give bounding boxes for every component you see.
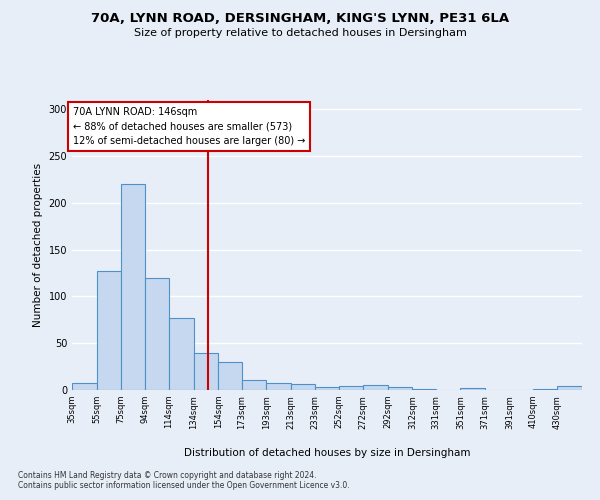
Y-axis label: Number of detached properties: Number of detached properties	[33, 163, 43, 327]
Text: Size of property relative to detached houses in Dersingham: Size of property relative to detached ho…	[134, 28, 466, 38]
Bar	[557, 386, 582, 390]
Text: Contains public sector information licensed under the Open Government Licence v3: Contains public sector information licen…	[18, 481, 350, 490]
Text: 70A LYNN ROAD: 146sqm
← 88% of detached houses are smaller (573)
12% of semi-det: 70A LYNN ROAD: 146sqm ← 88% of detached …	[73, 106, 305, 146]
Text: Contains HM Land Registry data © Crown copyright and database right 2024.: Contains HM Land Registry data © Crown c…	[18, 471, 317, 480]
Bar	[121, 184, 145, 390]
Bar	[97, 271, 121, 390]
Text: Distribution of detached houses by size in Dersingham: Distribution of detached houses by size …	[184, 448, 470, 458]
Bar	[412, 389, 436, 390]
Bar	[291, 384, 316, 390]
Bar	[72, 382, 97, 390]
Bar	[388, 387, 412, 390]
Bar	[218, 362, 242, 390]
Bar	[316, 387, 338, 390]
Bar	[266, 382, 291, 390]
Bar	[194, 352, 218, 390]
Bar	[533, 389, 557, 390]
Bar	[242, 380, 266, 390]
Bar	[363, 386, 388, 390]
Bar	[169, 318, 194, 390]
Bar	[145, 278, 169, 390]
Bar	[338, 386, 363, 390]
Text: 70A, LYNN ROAD, DERSINGHAM, KING'S LYNN, PE31 6LA: 70A, LYNN ROAD, DERSINGHAM, KING'S LYNN,…	[91, 12, 509, 26]
Bar	[460, 388, 485, 390]
